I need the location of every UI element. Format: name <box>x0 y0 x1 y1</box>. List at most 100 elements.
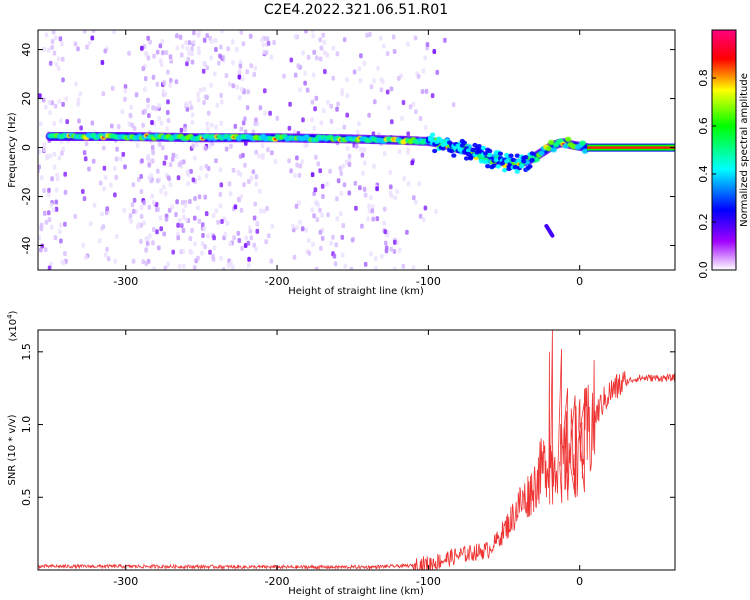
noise-cell <box>385 51 390 56</box>
noise-cell <box>102 186 106 192</box>
noise-cell <box>422 217 426 223</box>
noise-cell <box>243 162 247 168</box>
noise-cell <box>260 143 265 149</box>
flat-band-core <box>587 146 675 149</box>
noise-cell <box>159 120 164 126</box>
noise-cell <box>159 226 163 232</box>
noise-cell <box>179 127 184 133</box>
y-tick-label: 0 <box>20 144 33 151</box>
noise-cell <box>336 178 341 184</box>
noise-cell <box>159 62 164 67</box>
y-tick-label: -40 <box>20 237 33 255</box>
noise-cell <box>50 39 55 44</box>
noise-cell <box>168 82 172 88</box>
noise-cell <box>303 70 307 76</box>
noise-cell <box>148 39 152 45</box>
noise-cell <box>142 220 146 226</box>
noise-cell <box>239 207 244 213</box>
noise-cell <box>147 175 151 181</box>
noise-cell <box>203 244 207 250</box>
noise-cell <box>297 172 302 178</box>
noise-cell <box>295 225 299 231</box>
ridge-spread <box>466 148 472 153</box>
noise-cell <box>175 45 180 51</box>
noise-cell <box>397 75 401 81</box>
noise-cell <box>320 212 324 218</box>
noise-cell <box>369 195 373 201</box>
noise-cell <box>342 124 346 130</box>
noise-cell <box>64 96 68 102</box>
noise-cell <box>159 188 163 194</box>
noise-cell <box>204 163 209 169</box>
noise-cell <box>212 235 216 241</box>
noise-cell <box>410 160 414 166</box>
noise-cell <box>135 142 140 148</box>
noise-cell <box>267 233 271 239</box>
noise-cell <box>322 108 326 114</box>
ridge-spread <box>463 156 470 161</box>
ridge-spread <box>519 164 525 169</box>
colorbar: 0.0 0.2 0.4 0.6 0.8 Normalized spectral ampl… <box>697 29 750 279</box>
noise-cell <box>201 222 205 228</box>
noise-cell <box>294 203 299 209</box>
ridge-spread <box>438 138 444 143</box>
noise-cell <box>116 124 121 130</box>
noise-cell <box>389 86 394 92</box>
noise-cell <box>307 238 311 244</box>
noise-cell <box>313 106 317 112</box>
noise-cell <box>150 158 155 164</box>
noise-cell <box>196 97 201 103</box>
noise-cell <box>181 248 186 254</box>
noise-cell <box>97 238 102 244</box>
noise-cell <box>313 187 318 193</box>
noise-cell <box>261 153 265 159</box>
noise-cell <box>42 46 47 52</box>
noise-cell <box>225 220 230 226</box>
noise-cell <box>371 204 375 210</box>
noise-cell <box>312 213 316 219</box>
noise-cell <box>339 190 344 196</box>
noise-cell <box>219 44 223 50</box>
noise-cell <box>47 265 52 270</box>
noise-cell <box>154 106 158 112</box>
noise-cell <box>201 233 205 238</box>
noise-cell <box>238 63 243 69</box>
noise-cell <box>189 168 193 174</box>
noise-cell <box>358 146 363 152</box>
noise-cell <box>231 60 235 66</box>
colorbar-gradient <box>711 29 737 271</box>
noise-cell <box>311 72 316 78</box>
noise-cell <box>190 59 195 65</box>
noise-cell <box>341 163 346 169</box>
noise-cell <box>405 229 409 235</box>
noise-cell <box>196 205 200 211</box>
noise-cell <box>413 35 418 41</box>
noise-cell <box>42 210 47 216</box>
ridge-spread <box>483 159 489 165</box>
noise-cell <box>81 189 85 194</box>
noise-cell <box>321 32 325 38</box>
noise-cell <box>168 182 173 188</box>
noise-cell <box>200 250 204 256</box>
noise-cell <box>115 234 119 239</box>
noise-cell <box>58 36 63 42</box>
noise-cell <box>423 55 427 61</box>
noise-cell <box>164 50 169 55</box>
noise-cell <box>273 159 278 164</box>
noise-cell <box>245 69 250 75</box>
noise-cell <box>159 58 163 64</box>
noise-cell <box>147 162 152 168</box>
noise-cell <box>319 45 324 51</box>
noise-cell <box>198 87 203 93</box>
noise-cell <box>263 88 267 94</box>
spectrogram-y-ticks: -40 -20 0 20 40 <box>20 43 675 255</box>
noise-cell <box>54 199 59 205</box>
noise-cell <box>287 158 291 164</box>
noise-cell <box>211 253 215 259</box>
noise-cell <box>363 192 368 198</box>
noise-cell <box>255 228 260 234</box>
noise-cell <box>270 150 274 156</box>
noise-cell <box>320 235 325 241</box>
noise-cell <box>389 246 394 252</box>
